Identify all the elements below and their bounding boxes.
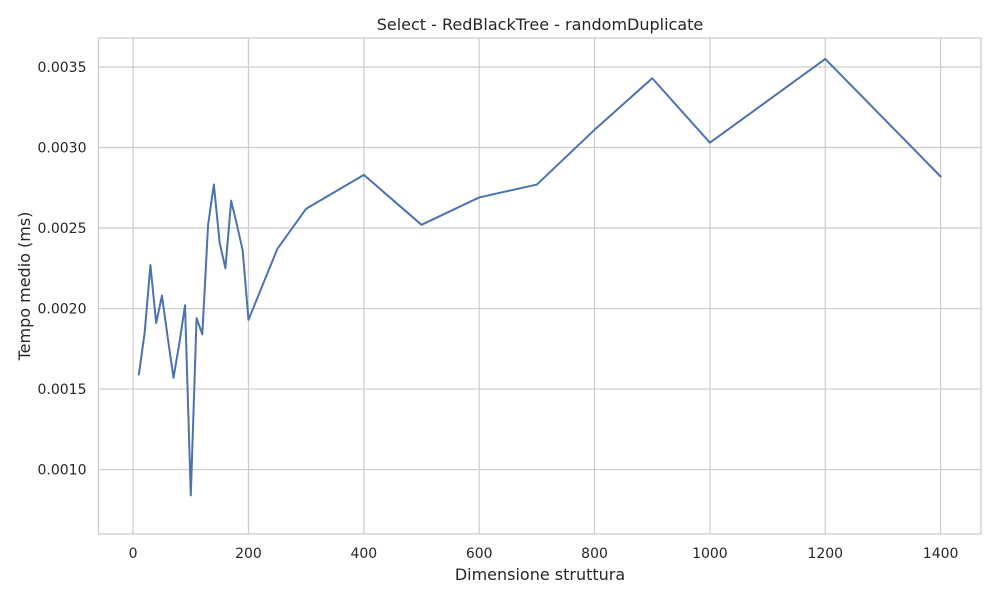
- y-tick-label: 0.0035: [38, 60, 87, 76]
- x-tick-label: 400: [350, 546, 377, 562]
- x-axis-title: Dimensione struttura: [455, 565, 625, 584]
- x-tick-label: 600: [466, 546, 493, 562]
- series-group: [137, 57, 942, 497]
- x-tick-label: 1200: [807, 546, 843, 562]
- plot-frame: [97, 37, 982, 535]
- y-tick-label: 0.0020: [38, 302, 87, 318]
- x-tick-label: 200: [235, 546, 262, 562]
- x-tick-label: 0: [129, 546, 138, 562]
- x-tick-label: 1400: [923, 546, 959, 562]
- tick-labels: 0 200 400 600 800 1000 1200 1400 0.0010 0.0015 0.0…: [38, 60, 959, 562]
- chart-title: Select - RedBlackTree - randomDuplicate: [377, 15, 704, 34]
- y-tick-label: 0.0010: [38, 463, 87, 479]
- x-tick-label: 1000: [692, 546, 728, 562]
- y-axis-title: Tempo medio (ms): [15, 212, 34, 362]
- y-tick-label: 0.0015: [38, 382, 87, 398]
- y-tick-label: 0.0030: [38, 141, 87, 157]
- x-tick-label: 800: [581, 546, 608, 562]
- series-line: [137, 57, 942, 497]
- grid: [98, 38, 981, 534]
- y-tick-label: 0.0025: [38, 221, 87, 237]
